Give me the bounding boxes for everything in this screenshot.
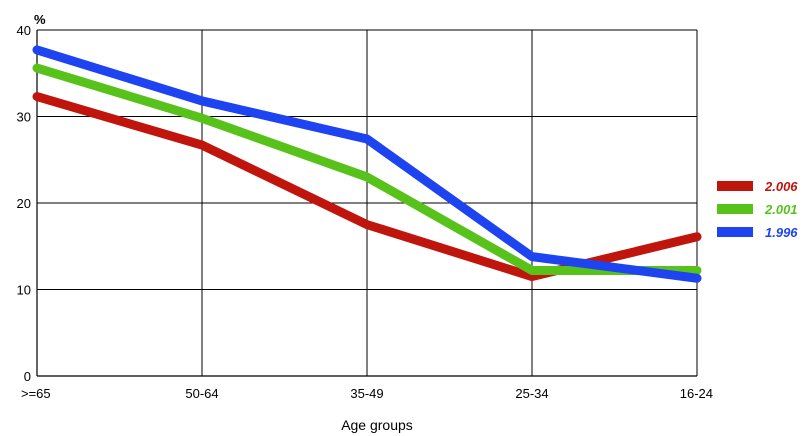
legend-swatch-1.996 [717, 227, 753, 237]
y-tick-label-30: 30 [17, 110, 31, 125]
y-tick-label-20: 20 [17, 196, 31, 211]
x-tick-label-2: 35-49 [350, 386, 383, 401]
y-tick-label-40: 40 [17, 23, 31, 38]
series-lines [32, 45, 702, 283]
legend: 2.006 2.001 1.996 [717, 179, 798, 240]
y-tick-label-10: 10 [17, 283, 31, 298]
x-tick-label-4: 16-24 [680, 386, 713, 401]
x-tick-label-0: >=65 [21, 386, 51, 401]
legend-label-1.996: 1.996 [765, 225, 798, 240]
y-axis-ticks: 0 10 20 30 40 [17, 23, 31, 384]
x-tick-label-3: 25-34 [515, 386, 548, 401]
legend-swatch-2.006 [717, 181, 753, 191]
legend-label-2.006: 2.006 [764, 179, 798, 194]
x-axis-ticks: >=65 50-64 35-49 25-34 16-24 [21, 386, 713, 401]
x-axis-title: Age groups [341, 417, 413, 433]
axes [36, 29, 697, 377]
x-tick-label-1: 50-64 [185, 386, 218, 401]
y-axis-unit-label: % [34, 12, 46, 27]
y-tick-label-0: 0 [24, 369, 31, 384]
legend-label-2.001: 2.001 [764, 202, 798, 217]
legend-swatch-2.001 [717, 204, 753, 214]
